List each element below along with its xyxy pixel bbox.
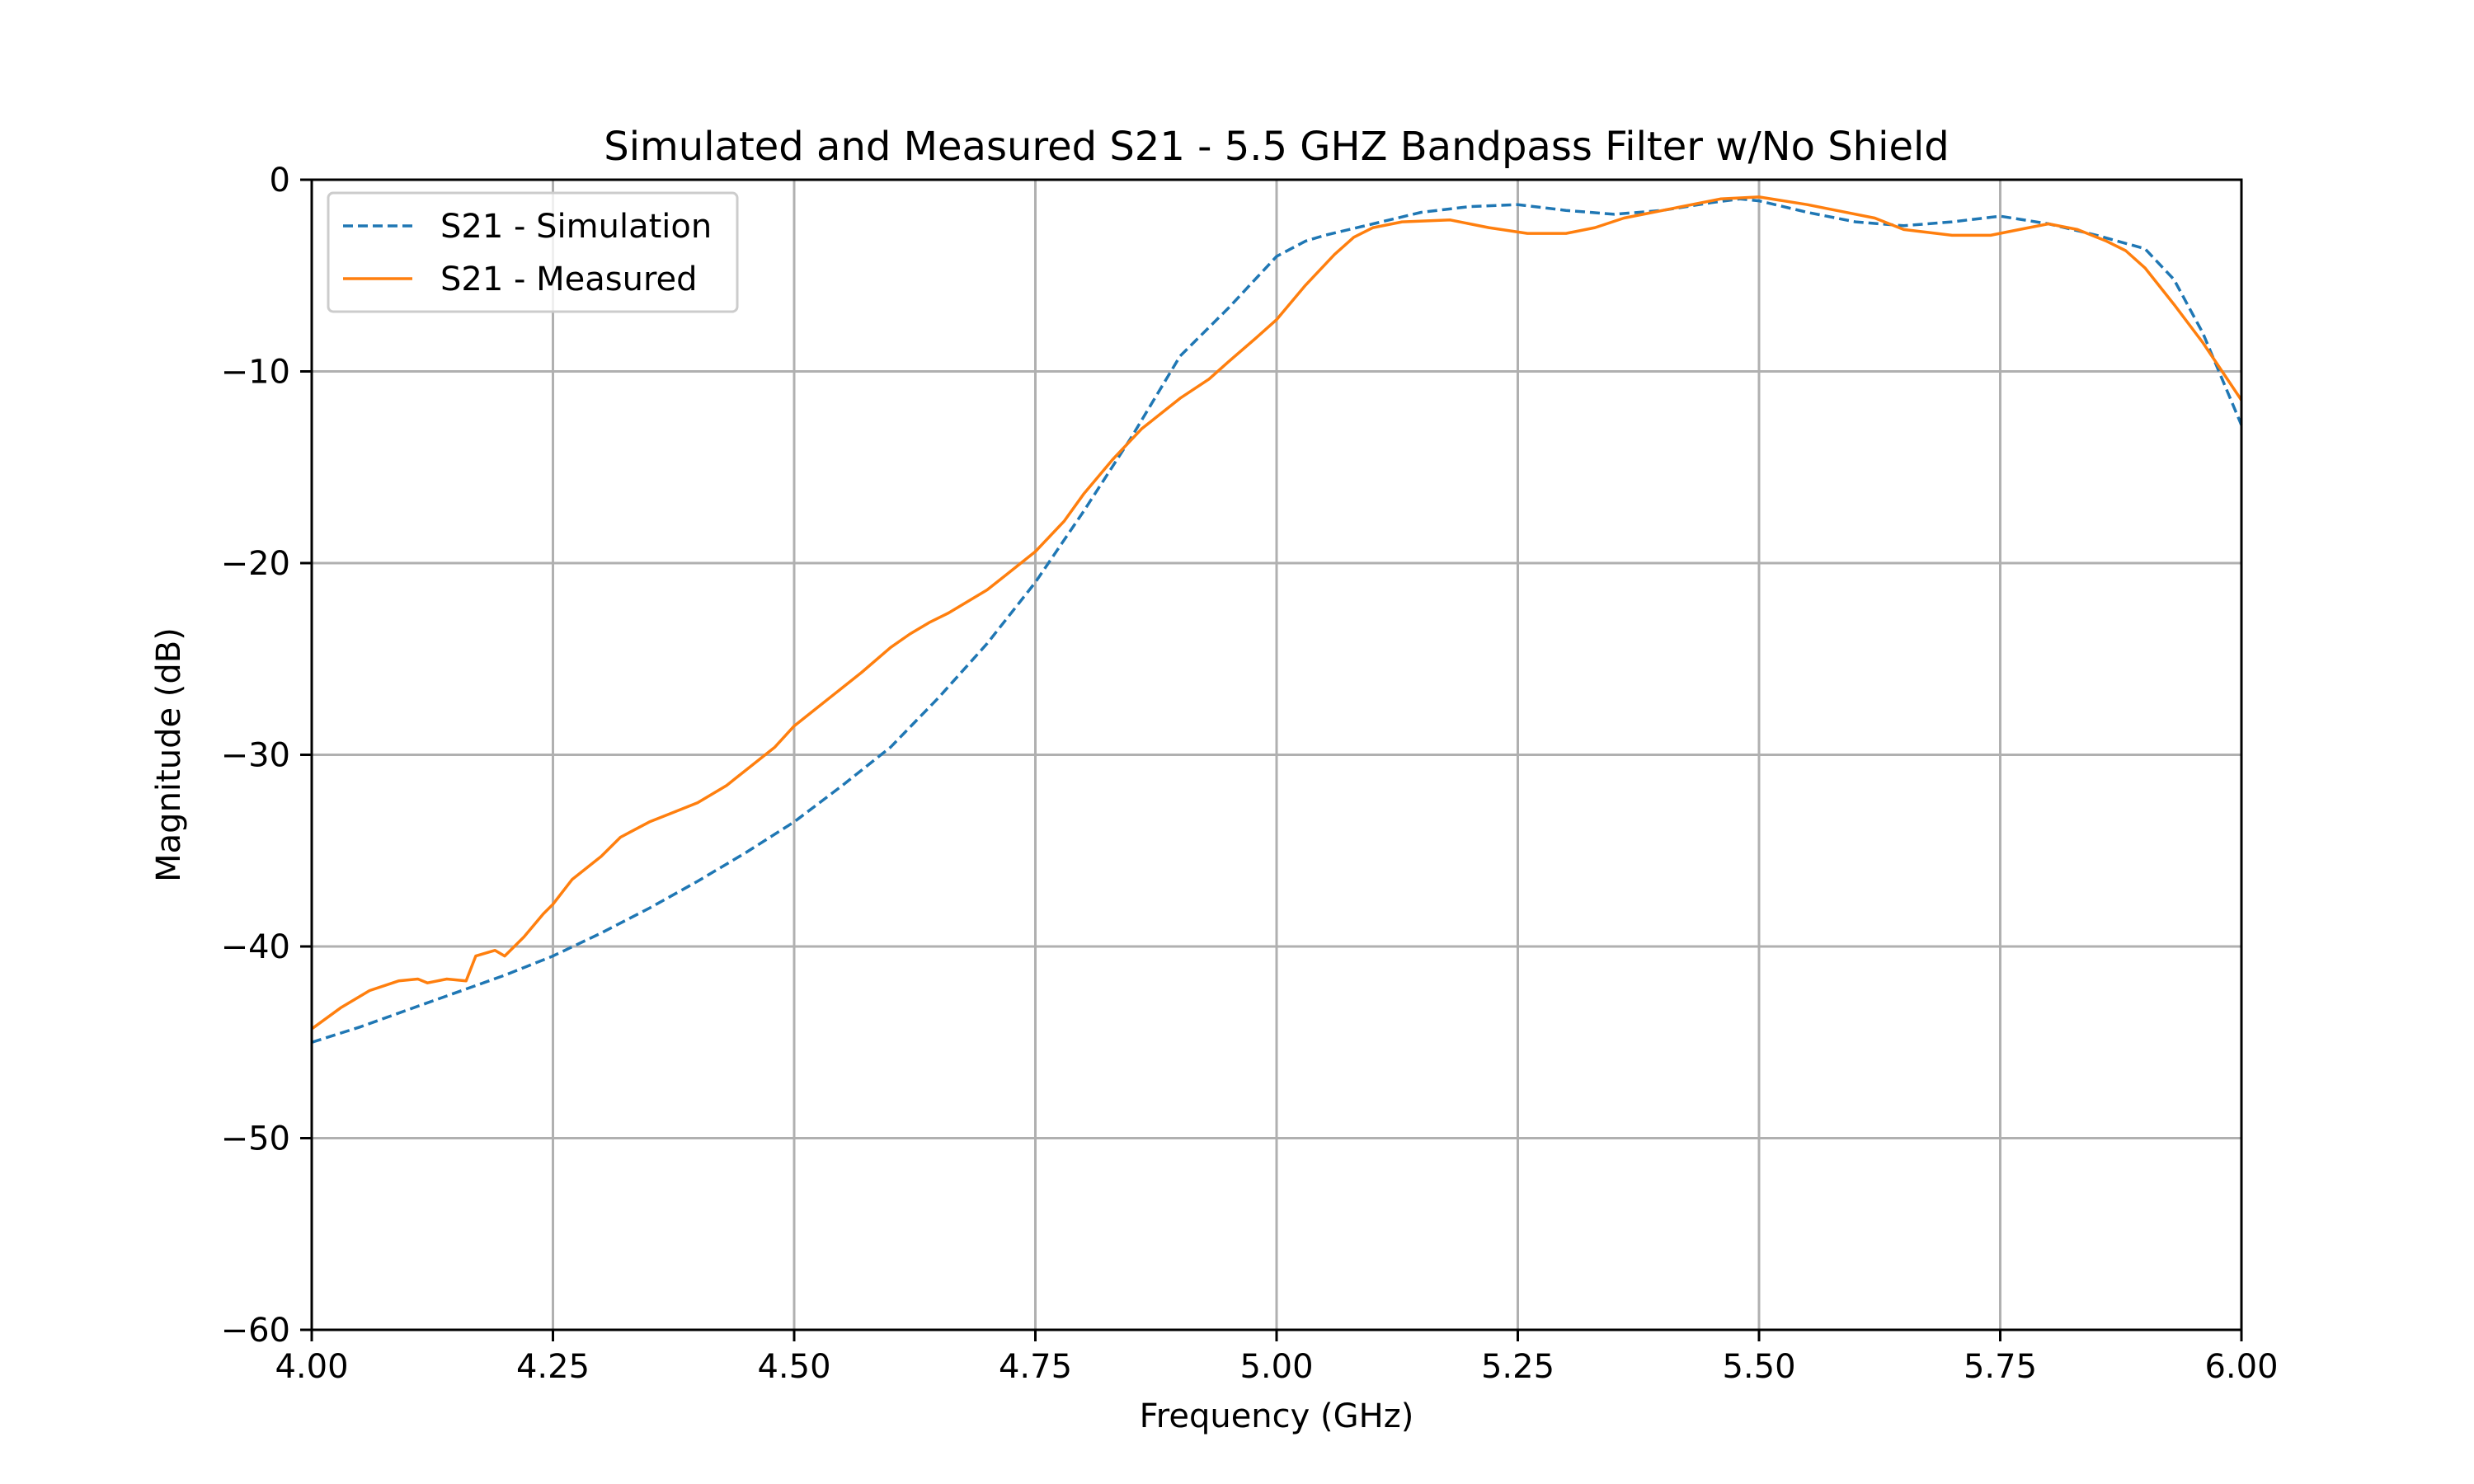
y-tick-label: −60 (221, 1312, 290, 1350)
plot-lines (310, 195, 2243, 1044)
y-tick-label: −10 (221, 354, 290, 392)
series-line-simulation (311, 197, 2243, 1044)
legend-label: S21 - Simulation (440, 208, 712, 246)
x-tick: 5.75 (1964, 1330, 2037, 1386)
x-tick-label: 5.00 (1239, 1348, 1313, 1386)
x-tick: 5.00 (1239, 1330, 1314, 1386)
x-tick: 5.50 (1722, 1330, 1796, 1386)
legend: S21 - Simulation S21 - Measured (327, 191, 739, 313)
x-tick-label: 5.25 (1481, 1348, 1554, 1386)
x-axis-label: Frequency (GHz) (1140, 1397, 1414, 1435)
y-tick-label: −50 (221, 1120, 290, 1158)
y-axis-label: Magnitude (dB) (150, 627, 188, 882)
legend-box (327, 191, 739, 313)
x-tick: 4.75 (999, 1330, 1072, 1386)
x-tick: 4.25 (516, 1330, 590, 1386)
series-line-measured (310, 195, 2243, 1031)
x-tick: 6.00 (2204, 1330, 2279, 1386)
x-tick-label: 5.75 (1964, 1348, 2037, 1386)
x-tick-label: 6.00 (2204, 1348, 2278, 1386)
y-tick: −30 (221, 737, 312, 775)
x-tick: 4.00 (275, 1330, 349, 1386)
y-tick-label: 0 (270, 162, 290, 200)
x-tick-label: 4.75 (999, 1348, 1072, 1386)
legend-label: S21 - Measured (440, 261, 698, 298)
x-tick: 4.50 (757, 1330, 831, 1386)
x-tick-label: 4.50 (757, 1348, 830, 1386)
x-tick-label: 4.25 (516, 1348, 590, 1386)
legend-item: S21 - Measured (343, 261, 698, 298)
y-tick: −20 (221, 545, 312, 583)
y-tick: −10 (221, 354, 312, 392)
y-tick: −40 (221, 928, 312, 966)
x-tick-label: 4.00 (275, 1348, 348, 1386)
y-tick-label: −20 (221, 545, 290, 583)
x-tick: 5.25 (1481, 1330, 1554, 1386)
y-tick: −60 (221, 1312, 312, 1350)
y-tick: 0 (270, 162, 312, 200)
y-tick: −50 (221, 1120, 312, 1158)
chart-title: Simulated and Measured S21 - 5.5 GHZ Ban… (604, 124, 1950, 170)
legend-item: S21 - Simulation (343, 208, 712, 246)
y-tick-label: −40 (221, 928, 290, 966)
x-tick-label: 5.50 (1722, 1348, 1795, 1386)
x-axis-ticks: 4.00 4.25 4.50 4.75 5.00 5.25 5.50 5.75 6.00 (275, 1330, 2279, 1386)
y-tick-label: −30 (221, 737, 290, 775)
y-axis-ticks: 0 −10 −20 −30 −40 −50 −60 (221, 162, 312, 1350)
